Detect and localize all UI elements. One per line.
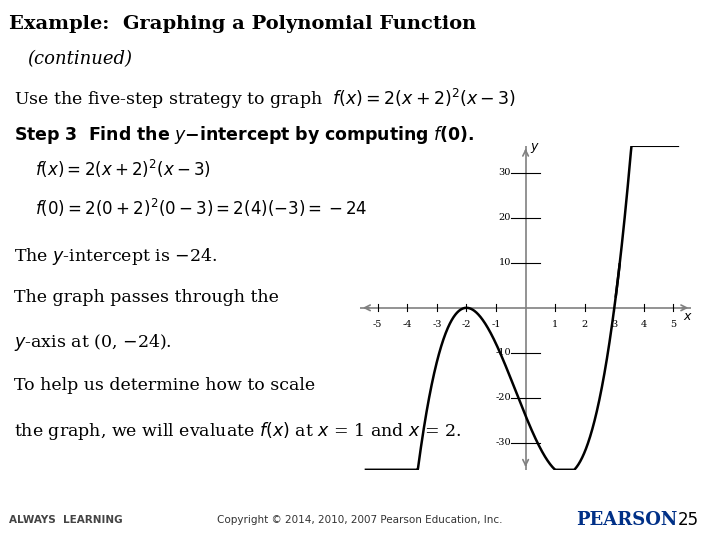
Text: 30: 30 bbox=[498, 168, 510, 177]
Text: 3: 3 bbox=[611, 320, 618, 329]
Text: Use the five-step strategy to graph  $f(x) = 2(x+2)^2(x-3)$: Use the five-step strategy to graph $f(x… bbox=[14, 87, 517, 111]
Text: $x$: $x$ bbox=[683, 310, 693, 323]
Text: 5: 5 bbox=[670, 320, 677, 329]
Text: -4: -4 bbox=[402, 320, 412, 329]
Text: The graph passes through the: The graph passes through the bbox=[14, 289, 279, 306]
Text: $y$-axis at (0, $-$24).: $y$-axis at (0, $-$24). bbox=[14, 332, 172, 353]
Text: -10: -10 bbox=[495, 348, 510, 357]
Text: (continued): (continued) bbox=[27, 51, 132, 69]
Text: 25: 25 bbox=[678, 511, 698, 529]
Text: -5: -5 bbox=[373, 320, 382, 329]
Text: $\bf{Step\ 3\ \ Find\ the}$ $\it{y}$$\bf{-intercept\ by\ computing}$ $\it{f}\bf{: $\bf{Step\ 3\ \ Find\ the}$ $\it{y}$$\bf… bbox=[14, 124, 475, 146]
Text: the graph, we will evaluate $f(x)$ at $x$ = 1 and $x$ = 2.: the graph, we will evaluate $f(x)$ at $x… bbox=[14, 420, 462, 442]
Text: -30: -30 bbox=[495, 438, 510, 447]
Text: -3: -3 bbox=[432, 320, 441, 329]
Text: 20: 20 bbox=[498, 213, 510, 222]
Text: 2: 2 bbox=[582, 320, 588, 329]
Text: To help us determine how to scale: To help us determine how to scale bbox=[14, 377, 315, 394]
Text: Example:  Graphing a Polynomial Function: Example: Graphing a Polynomial Function bbox=[9, 16, 476, 33]
Text: 4: 4 bbox=[641, 320, 647, 329]
Text: ALWAYS  LEARNING: ALWAYS LEARNING bbox=[9, 515, 122, 525]
Text: -20: -20 bbox=[495, 393, 510, 402]
Text: $y$: $y$ bbox=[529, 141, 539, 156]
Text: PEARSON: PEARSON bbox=[576, 511, 678, 529]
Text: $f(x) = 2(x+2)^2(x-3)$: $f(x) = 2(x+2)^2(x-3)$ bbox=[35, 158, 210, 180]
Text: -2: -2 bbox=[462, 320, 471, 329]
Text: The $y$-intercept is $-$24.: The $y$-intercept is $-$24. bbox=[14, 246, 217, 267]
Text: $f(0) = 2(0+2)^2(0-3) = 2(4)(-3) = -24$: $f(0) = 2(0+2)^2(0-3) = 2(4)(-3) = -24$ bbox=[35, 197, 367, 219]
Text: 10: 10 bbox=[498, 258, 510, 267]
Text: Copyright © 2014, 2010, 2007 Pearson Education, Inc.: Copyright © 2014, 2010, 2007 Pearson Edu… bbox=[217, 515, 503, 525]
Text: -1: -1 bbox=[491, 320, 501, 329]
Text: 1: 1 bbox=[552, 320, 558, 329]
